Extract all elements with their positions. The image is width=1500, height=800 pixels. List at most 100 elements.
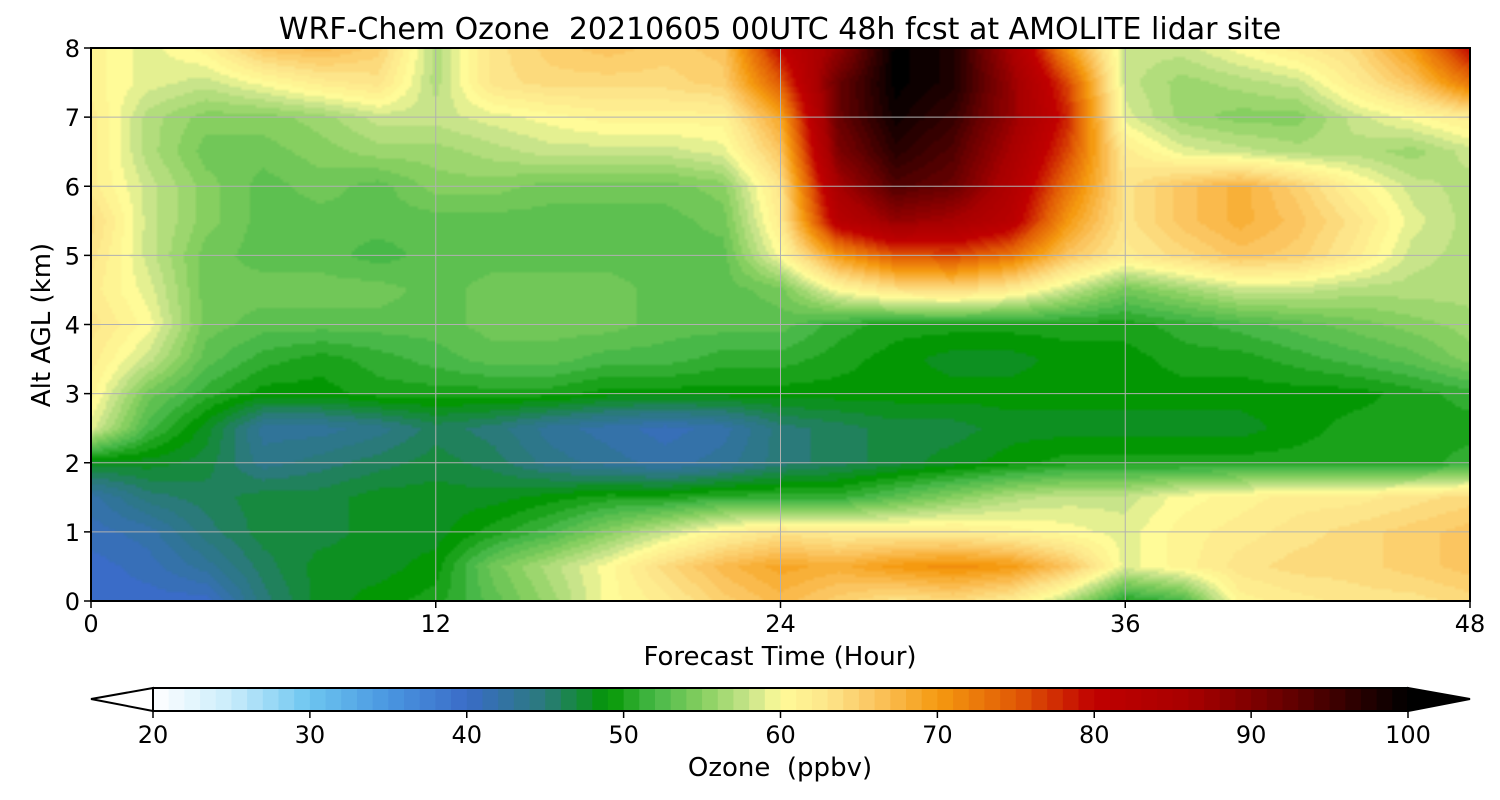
colorbar-segment — [1047, 688, 1064, 711]
colorbar-segment — [325, 688, 342, 711]
colorbar-segment — [639, 688, 656, 711]
colorbar-label: Ozone (ppbv) — [688, 753, 872, 783]
colorbar-segment — [168, 688, 185, 711]
colorbar-tick-label: 100 — [1385, 721, 1431, 749]
colorbar-segment — [890, 688, 907, 711]
colorbar-segments — [153, 688, 1409, 711]
colorbar-segment — [968, 688, 986, 711]
colorbar-segment — [1141, 688, 1158, 711]
colorbar-segment — [153, 688, 170, 711]
colorbar-tick-label: 70 — [922, 721, 953, 749]
colorbar-segment — [686, 688, 703, 711]
colorbar-segment — [1062, 688, 1080, 711]
colorbar-segment — [1235, 688, 1252, 711]
x-tick-label: 36 — [1110, 610, 1141, 638]
colorbar-segment — [592, 688, 609, 711]
colorbar-segment — [1172, 688, 1189, 711]
colorbar-segment — [733, 688, 750, 711]
y-axis-ticks: 0 1 2 3 4 5 6 7 8 — [65, 35, 91, 616]
colorbar-segment — [435, 688, 452, 711]
x-tick-label: 0 — [83, 610, 98, 638]
colorbar-segment — [670, 688, 687, 711]
colorbar-segment — [482, 688, 499, 711]
colorbar-tick-label: 30 — [295, 721, 326, 749]
colorbar-segment — [451, 688, 468, 711]
y-tick-label: 2 — [65, 450, 80, 478]
colorbar-segment — [545, 688, 562, 711]
colorbar-ticks: 20 30 40 50 60 70 80 90 100 — [138, 711, 1431, 749]
colorbar-segment — [419, 688, 436, 711]
colorbar-segment — [623, 688, 640, 711]
colorbar-segment — [262, 688, 280, 711]
colorbar-segment — [874, 688, 891, 711]
colorbar-segment — [953, 688, 970, 711]
colorbar-segment — [466, 688, 484, 711]
colorbar-segment — [1219, 688, 1237, 711]
colorbar-segment — [984, 688, 1001, 711]
colorbar-segment — [200, 688, 217, 711]
y-tick-label: 0 — [65, 588, 80, 616]
y-tick-label: 1 — [65, 519, 80, 547]
grid-lines — [91, 48, 1470, 601]
colorbar-segment — [1251, 688, 1268, 711]
colorbar-segment — [1094, 688, 1111, 711]
colorbar-segment — [1282, 688, 1299, 711]
chart-title: WRF-Chem Ozone 20210605 00UTC 48h fcst a… — [279, 12, 1281, 47]
colorbar-segment — [231, 688, 248, 711]
colorbar-segment — [1345, 688, 1362, 711]
colorbar-segment — [607, 688, 625, 711]
y-axis-label: Alt AGL (km) — [27, 243, 57, 407]
colorbar-segment — [309, 688, 327, 711]
colorbar-segment — [1392, 688, 1409, 711]
y-tick-label: 7 — [65, 104, 80, 132]
colorbar-segment — [372, 688, 389, 711]
colorbar-segment — [388, 688, 405, 711]
colorbar-segment — [764, 688, 782, 711]
colorbar-segment — [560, 688, 578, 711]
y-tick-label: 3 — [65, 381, 80, 409]
colorbar-segment — [921, 688, 938, 711]
colorbar-tick-label: 20 — [138, 721, 169, 749]
colorbar-low-extend-arrow — [90, 686, 154, 713]
colorbar-segment — [780, 688, 797, 711]
colorbar-segment — [1000, 688, 1017, 711]
colorbar-segment — [796, 688, 813, 711]
colorbar-segment — [843, 688, 860, 711]
colorbar-segment — [811, 688, 829, 711]
colorbar-segment — [717, 688, 735, 711]
colorbar-segment — [655, 688, 672, 711]
colorbar-high-extend-arrow — [1407, 686, 1471, 713]
colorbar-segment — [1329, 688, 1346, 711]
colorbar-segment — [1313, 688, 1331, 711]
colorbar-tick-label: 40 — [451, 721, 482, 749]
colorbar-segment — [576, 688, 593, 711]
y-tick-label: 5 — [65, 242, 80, 270]
colorbar-segment — [1266, 688, 1284, 711]
colorbar-segment — [702, 688, 719, 711]
y-tick-label: 4 — [65, 312, 80, 340]
colorbar-segment — [356, 688, 374, 711]
colorbar-segment — [1015, 688, 1033, 711]
colorbar-segment — [858, 688, 876, 711]
colorbar-segment — [906, 688, 923, 711]
colorbar-segment — [247, 688, 264, 711]
x-tick-label: 48 — [1455, 610, 1486, 638]
colorbar-segment — [294, 688, 311, 711]
colorbar-segment — [498, 688, 515, 711]
colorbar-segment — [1109, 688, 1127, 711]
colorbar-segment — [1125, 688, 1142, 711]
colorbar-segment — [215, 688, 233, 711]
colorbar-segment — [404, 688, 421, 711]
colorbar-segment — [278, 688, 295, 711]
x-tick-label: 12 — [420, 610, 451, 638]
y-tick-label: 6 — [65, 173, 80, 201]
colorbar-segment — [513, 688, 531, 711]
colorbar-segment — [1078, 688, 1095, 711]
colorbar: 20 30 40 50 60 70 80 90 100 Ozone (ppbv) — [90, 686, 1471, 783]
colorbar-segment — [1031, 688, 1048, 711]
y-tick-label: 8 — [65, 35, 80, 63]
colorbar-segment — [1204, 688, 1221, 711]
colorbar-segment — [827, 688, 844, 711]
colorbar-segment — [1188, 688, 1205, 711]
